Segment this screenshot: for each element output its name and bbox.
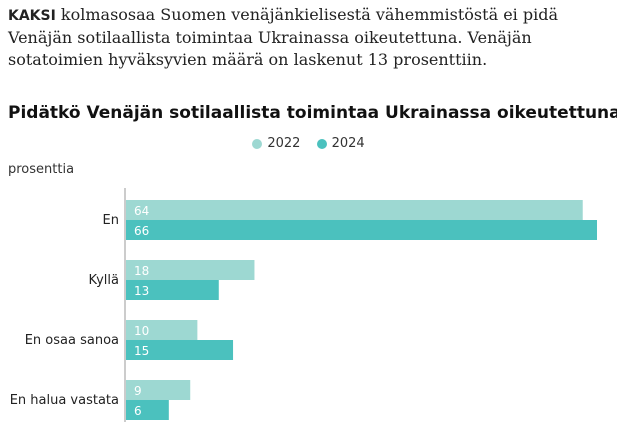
legend-label-2024: 2024 (331, 136, 365, 151)
intro-text: KAKSI kolmasosaa Suomen venäjänkielisest… (8, 4, 608, 71)
bar-2022 (126, 320, 198, 340)
bar-value-label: 18 (134, 264, 149, 278)
bar-2022 (126, 260, 255, 280)
bar-value-label: 64 (134, 204, 149, 218)
bar-value-label: 13 (134, 284, 149, 298)
bar-value-label: 10 (134, 324, 149, 338)
legend-item-2024: 2024 (316, 136, 365, 151)
bar-2022 (126, 200, 583, 220)
category-label: En osaa sanoa (25, 333, 119, 348)
bar-2024 (126, 400, 169, 420)
bar-value-label: 15 (134, 344, 149, 358)
chart-legend: 2022 2024 (0, 136, 617, 153)
bar-2024 (126, 280, 219, 300)
legend-label-2022: 2022 (267, 136, 301, 151)
legend-dot-2022 (252, 138, 263, 149)
bar-value-label: 66 (134, 224, 149, 238)
intro-body: kolmasosaa Suomen venäjänkielisestä vähe… (8, 5, 559, 69)
legend-dot-2024 (316, 138, 327, 149)
legend-item-2022: 2022 (252, 136, 300, 151)
bar-2022 (126, 380, 191, 400)
category-label: En halua vastata (10, 393, 119, 408)
category-label: Kyllä (89, 273, 119, 288)
unit-label: prosenttia (8, 162, 75, 177)
bar-2024 (126, 220, 597, 240)
category-label: En (103, 213, 119, 228)
chart-title: Pidätkö Venäjän sotilaallista toimintaa … (8, 103, 617, 123)
bar-value-label: 6 (134, 404, 142, 418)
intro-kicker: KAKSI (8, 8, 56, 24)
bar-2024 (126, 340, 234, 360)
bar-value-label: 9 (134, 384, 142, 398)
